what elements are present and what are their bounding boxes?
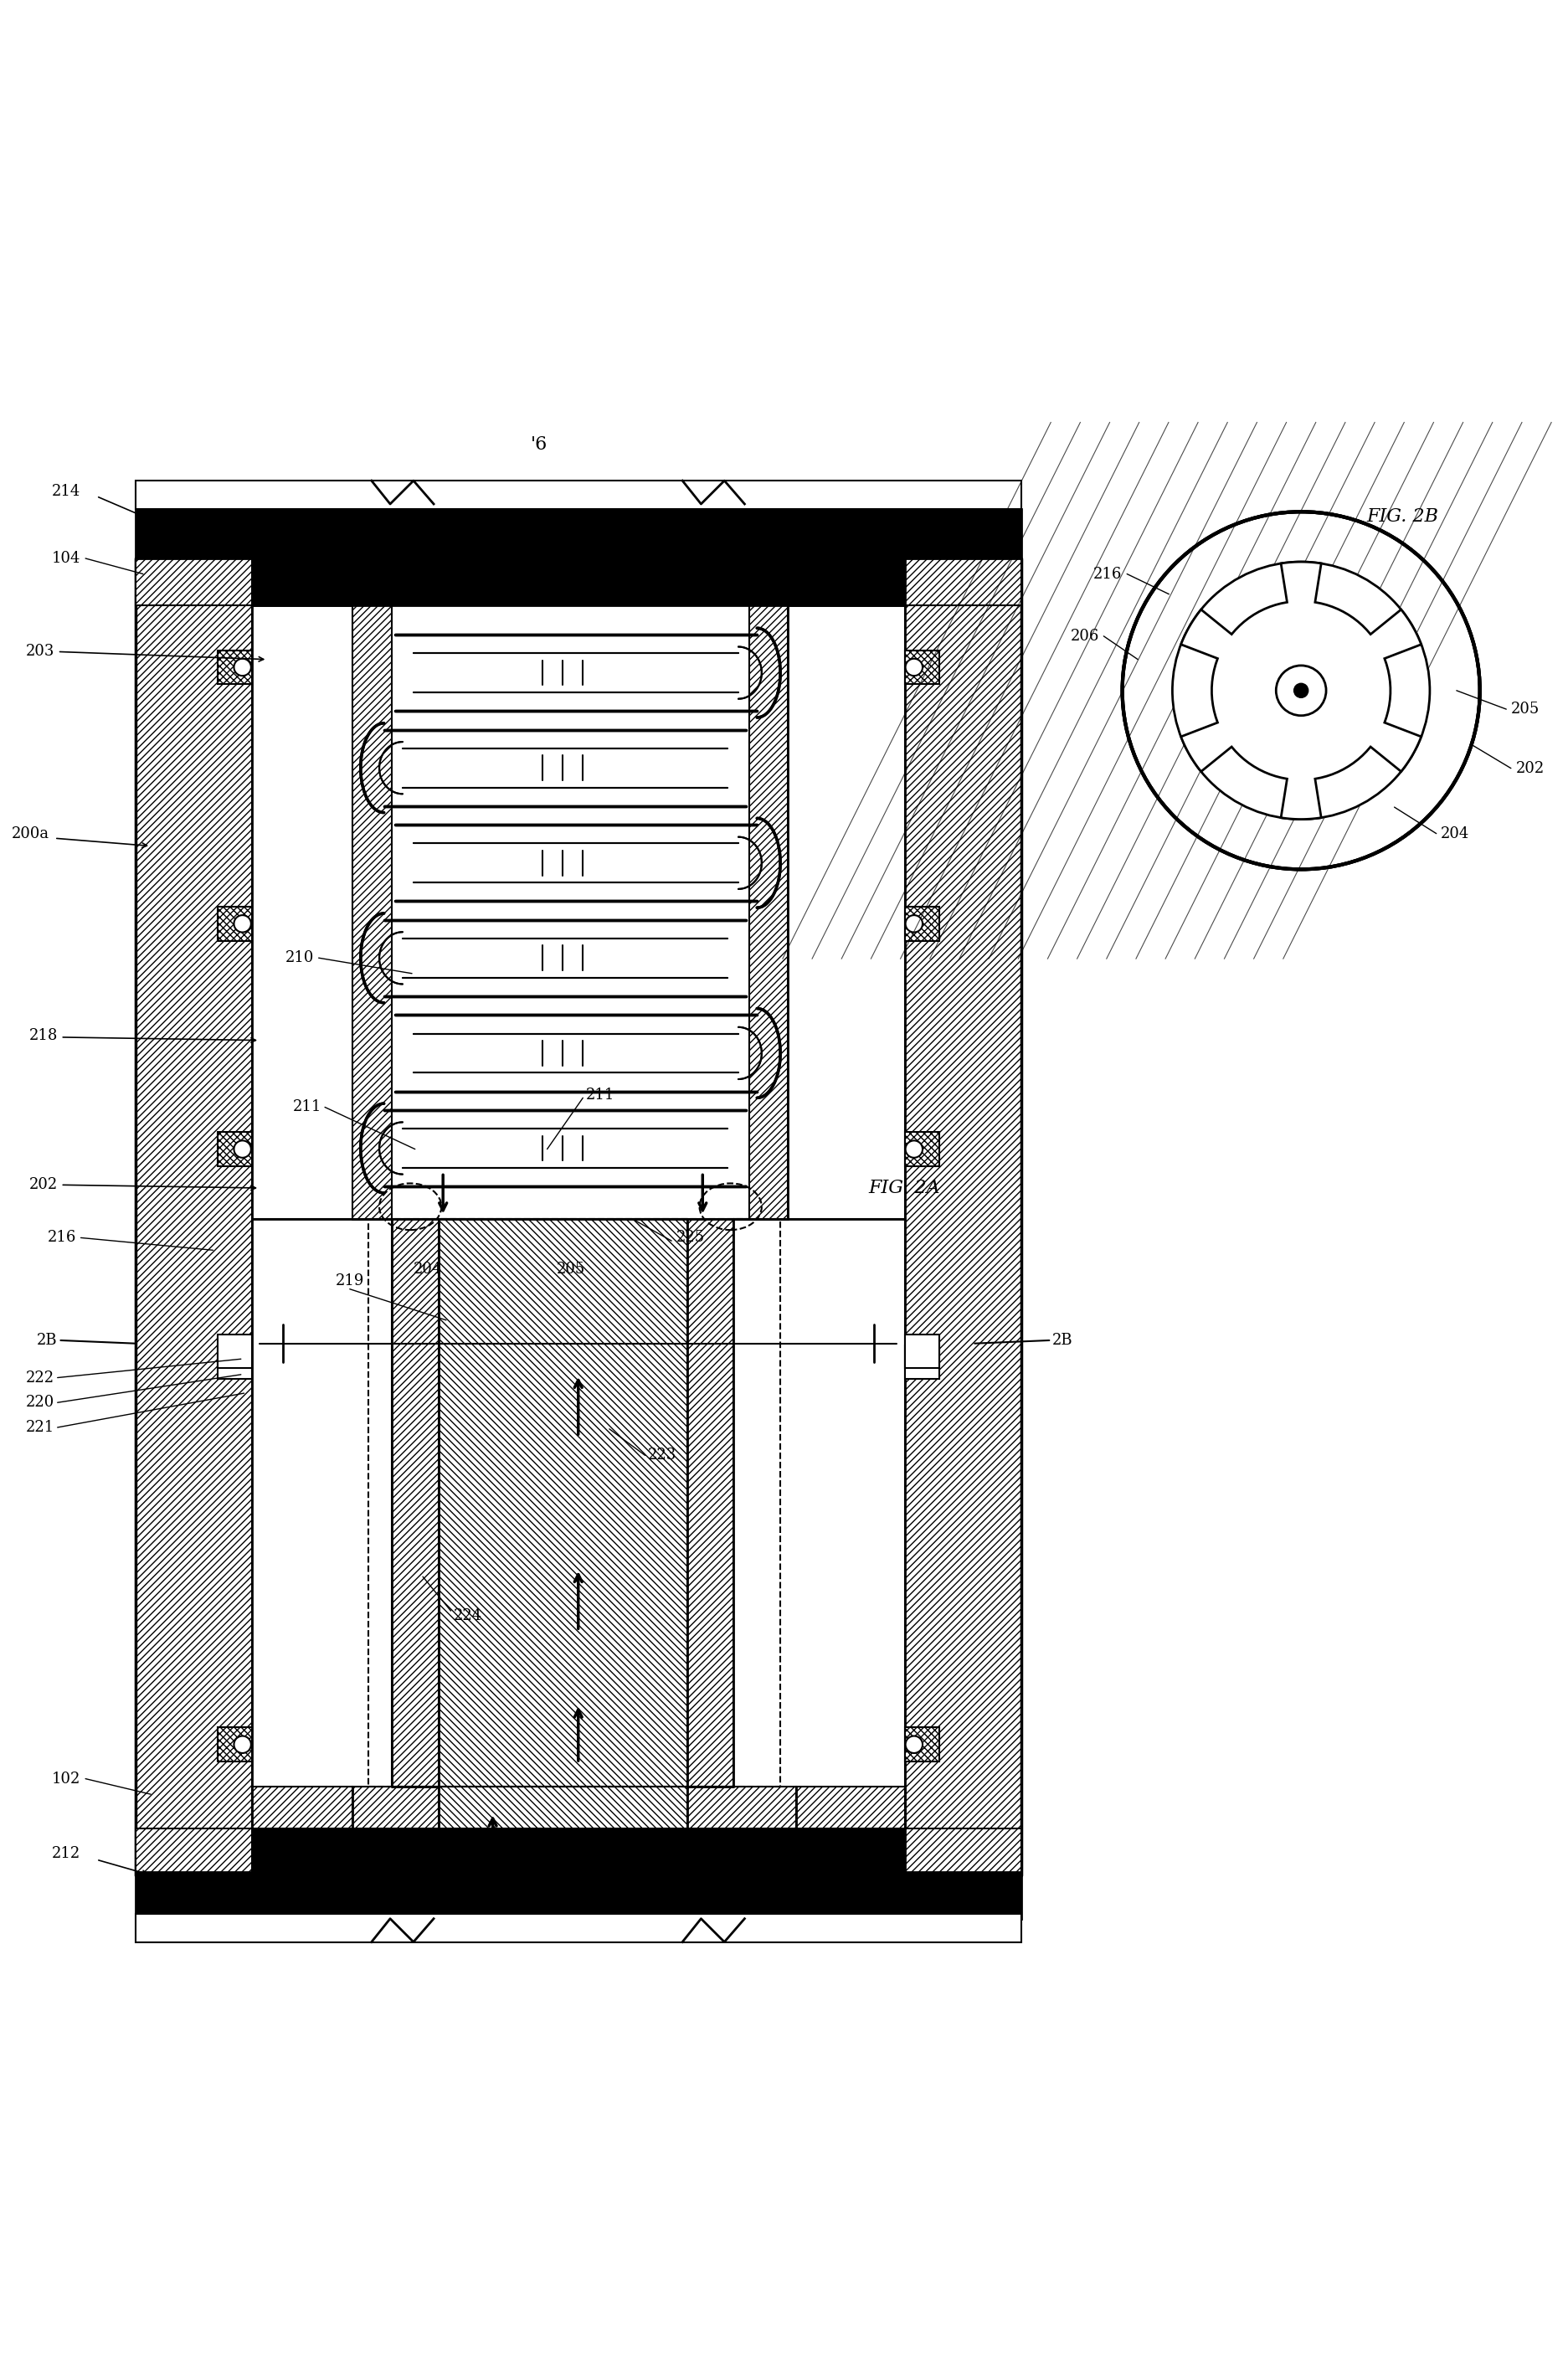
- Bar: [905, 1345, 938, 1378]
- Bar: [353, 1787, 795, 1830]
- Bar: [135, 508, 1021, 558]
- Text: 2B: 2B: [1052, 1333, 1073, 1347]
- Bar: [437, 1219, 687, 1787]
- Text: 204: 204: [1441, 827, 1469, 841]
- Polygon shape: [252, 565, 353, 606]
- Bar: [135, 1872, 1021, 1920]
- Circle shape: [1294, 684, 1308, 699]
- Bar: [905, 1131, 938, 1167]
- Text: 102: 102: [52, 1770, 82, 1787]
- Circle shape: [905, 1140, 922, 1157]
- Text: 225: 225: [676, 1231, 704, 1245]
- Text: 219: 219: [336, 1274, 364, 1288]
- Bar: [353, 606, 392, 1219]
- Text: 206: 206: [1069, 630, 1099, 644]
- Text: 212: 212: [52, 1846, 82, 1860]
- Bar: [905, 558, 1021, 606]
- Bar: [218, 1727, 252, 1761]
- Bar: [218, 1345, 252, 1378]
- Text: 204: 204: [412, 1262, 442, 1276]
- Circle shape: [905, 1737, 922, 1753]
- Bar: [437, 1787, 687, 1830]
- Bar: [252, 1787, 353, 1830]
- Bar: [392, 1219, 734, 1787]
- Text: 221: 221: [25, 1421, 55, 1435]
- Circle shape: [1275, 665, 1325, 715]
- Text: 216: 216: [47, 1231, 77, 1245]
- Bar: [218, 1335, 252, 1369]
- Bar: [905, 1335, 938, 1369]
- Text: FIG. 2A: FIG. 2A: [869, 1178, 941, 1198]
- Text: 205: 205: [1510, 701, 1538, 718]
- Bar: [218, 908, 252, 941]
- Bar: [368, 1219, 779, 1787]
- Circle shape: [1171, 561, 1428, 820]
- Text: 211: 211: [293, 1100, 321, 1114]
- Bar: [905, 1830, 1021, 1875]
- Bar: [135, 558, 252, 606]
- Circle shape: [1121, 511, 1479, 870]
- Text: 216: 216: [1093, 565, 1121, 582]
- Text: 205: 205: [555, 1262, 585, 1276]
- Circle shape: [234, 1140, 251, 1157]
- Text: 200a: 200a: [13, 827, 50, 841]
- Circle shape: [234, 658, 251, 675]
- Text: 104: 104: [52, 551, 82, 565]
- Text: 218: 218: [28, 1029, 58, 1043]
- Text: 202: 202: [1515, 760, 1543, 777]
- Bar: [252, 558, 905, 606]
- Circle shape: [234, 1737, 251, 1753]
- Text: 211: 211: [586, 1088, 615, 1102]
- Bar: [905, 651, 938, 684]
- Text: 202: 202: [28, 1178, 58, 1193]
- Polygon shape: [787, 565, 905, 606]
- Bar: [905, 558, 1021, 1875]
- Circle shape: [234, 915, 251, 931]
- Bar: [392, 606, 750, 1219]
- Bar: [905, 1727, 938, 1761]
- Bar: [252, 1830, 905, 1875]
- Circle shape: [905, 658, 922, 675]
- Text: 210: 210: [285, 950, 314, 965]
- Text: 222: 222: [25, 1371, 55, 1385]
- Text: 2B: 2B: [38, 1333, 58, 1347]
- Bar: [135, 558, 252, 1875]
- Bar: [135, 1915, 1021, 1941]
- Text: 224: 224: [453, 1609, 483, 1623]
- Circle shape: [905, 915, 922, 931]
- Text: 223: 223: [648, 1447, 676, 1464]
- Polygon shape: [1181, 561, 1421, 820]
- Bar: [795, 1787, 905, 1830]
- Bar: [135, 480, 1021, 508]
- Text: FIG. 2B: FIG. 2B: [1366, 506, 1438, 525]
- Bar: [218, 1131, 252, 1167]
- Text: 214: 214: [52, 485, 82, 499]
- Text: 203: 203: [25, 644, 55, 658]
- Text: '6: '6: [530, 435, 547, 454]
- Text: 226: 226: [502, 520, 530, 535]
- Bar: [905, 908, 938, 941]
- Bar: [135, 1830, 252, 1875]
- Text: 220: 220: [25, 1395, 55, 1409]
- Bar: [218, 651, 252, 684]
- Bar: [750, 606, 787, 1219]
